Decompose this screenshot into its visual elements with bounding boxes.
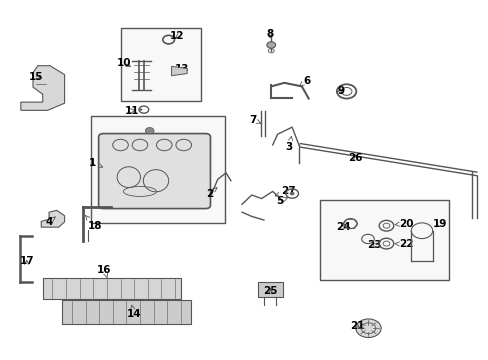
Text: 5: 5 xyxy=(275,196,288,206)
Text: 20: 20 xyxy=(394,219,412,229)
Text: 22: 22 xyxy=(394,239,412,249)
FancyBboxPatch shape xyxy=(42,278,181,298)
Circle shape xyxy=(289,192,294,195)
Bar xyxy=(319,200,448,280)
Text: 14: 14 xyxy=(126,305,141,319)
Text: 15: 15 xyxy=(29,72,43,82)
Text: 25: 25 xyxy=(263,287,278,296)
Text: 10: 10 xyxy=(117,58,131,68)
Circle shape xyxy=(266,42,275,48)
Text: 27: 27 xyxy=(275,186,295,197)
Text: 26: 26 xyxy=(347,153,362,163)
Text: 24: 24 xyxy=(336,222,350,232)
Polygon shape xyxy=(171,66,187,76)
Text: 11: 11 xyxy=(124,106,139,116)
Text: 13: 13 xyxy=(175,64,189,74)
Text: 3: 3 xyxy=(285,136,292,152)
Circle shape xyxy=(355,319,380,338)
Bar xyxy=(258,282,283,297)
Circle shape xyxy=(145,127,154,134)
Bar xyxy=(91,116,224,223)
Text: 16: 16 xyxy=(97,265,111,278)
Text: 21: 21 xyxy=(349,321,364,331)
Polygon shape xyxy=(21,66,64,111)
Polygon shape xyxy=(41,210,64,227)
FancyBboxPatch shape xyxy=(62,300,191,324)
Text: 9: 9 xyxy=(337,86,344,96)
Text: 17: 17 xyxy=(20,256,34,266)
Text: 1: 1 xyxy=(89,158,102,168)
FancyBboxPatch shape xyxy=(99,134,210,208)
Text: 6: 6 xyxy=(299,76,310,86)
Bar xyxy=(120,28,201,102)
Text: 12: 12 xyxy=(170,31,184,41)
Text: 8: 8 xyxy=(265,29,273,39)
Text: 19: 19 xyxy=(432,219,446,229)
Text: 18: 18 xyxy=(85,216,102,231)
Circle shape xyxy=(139,109,142,111)
Text: 4: 4 xyxy=(45,217,56,227)
Text: 2: 2 xyxy=(205,188,217,199)
Text: 7: 7 xyxy=(249,115,260,125)
Text: 23: 23 xyxy=(367,240,381,250)
